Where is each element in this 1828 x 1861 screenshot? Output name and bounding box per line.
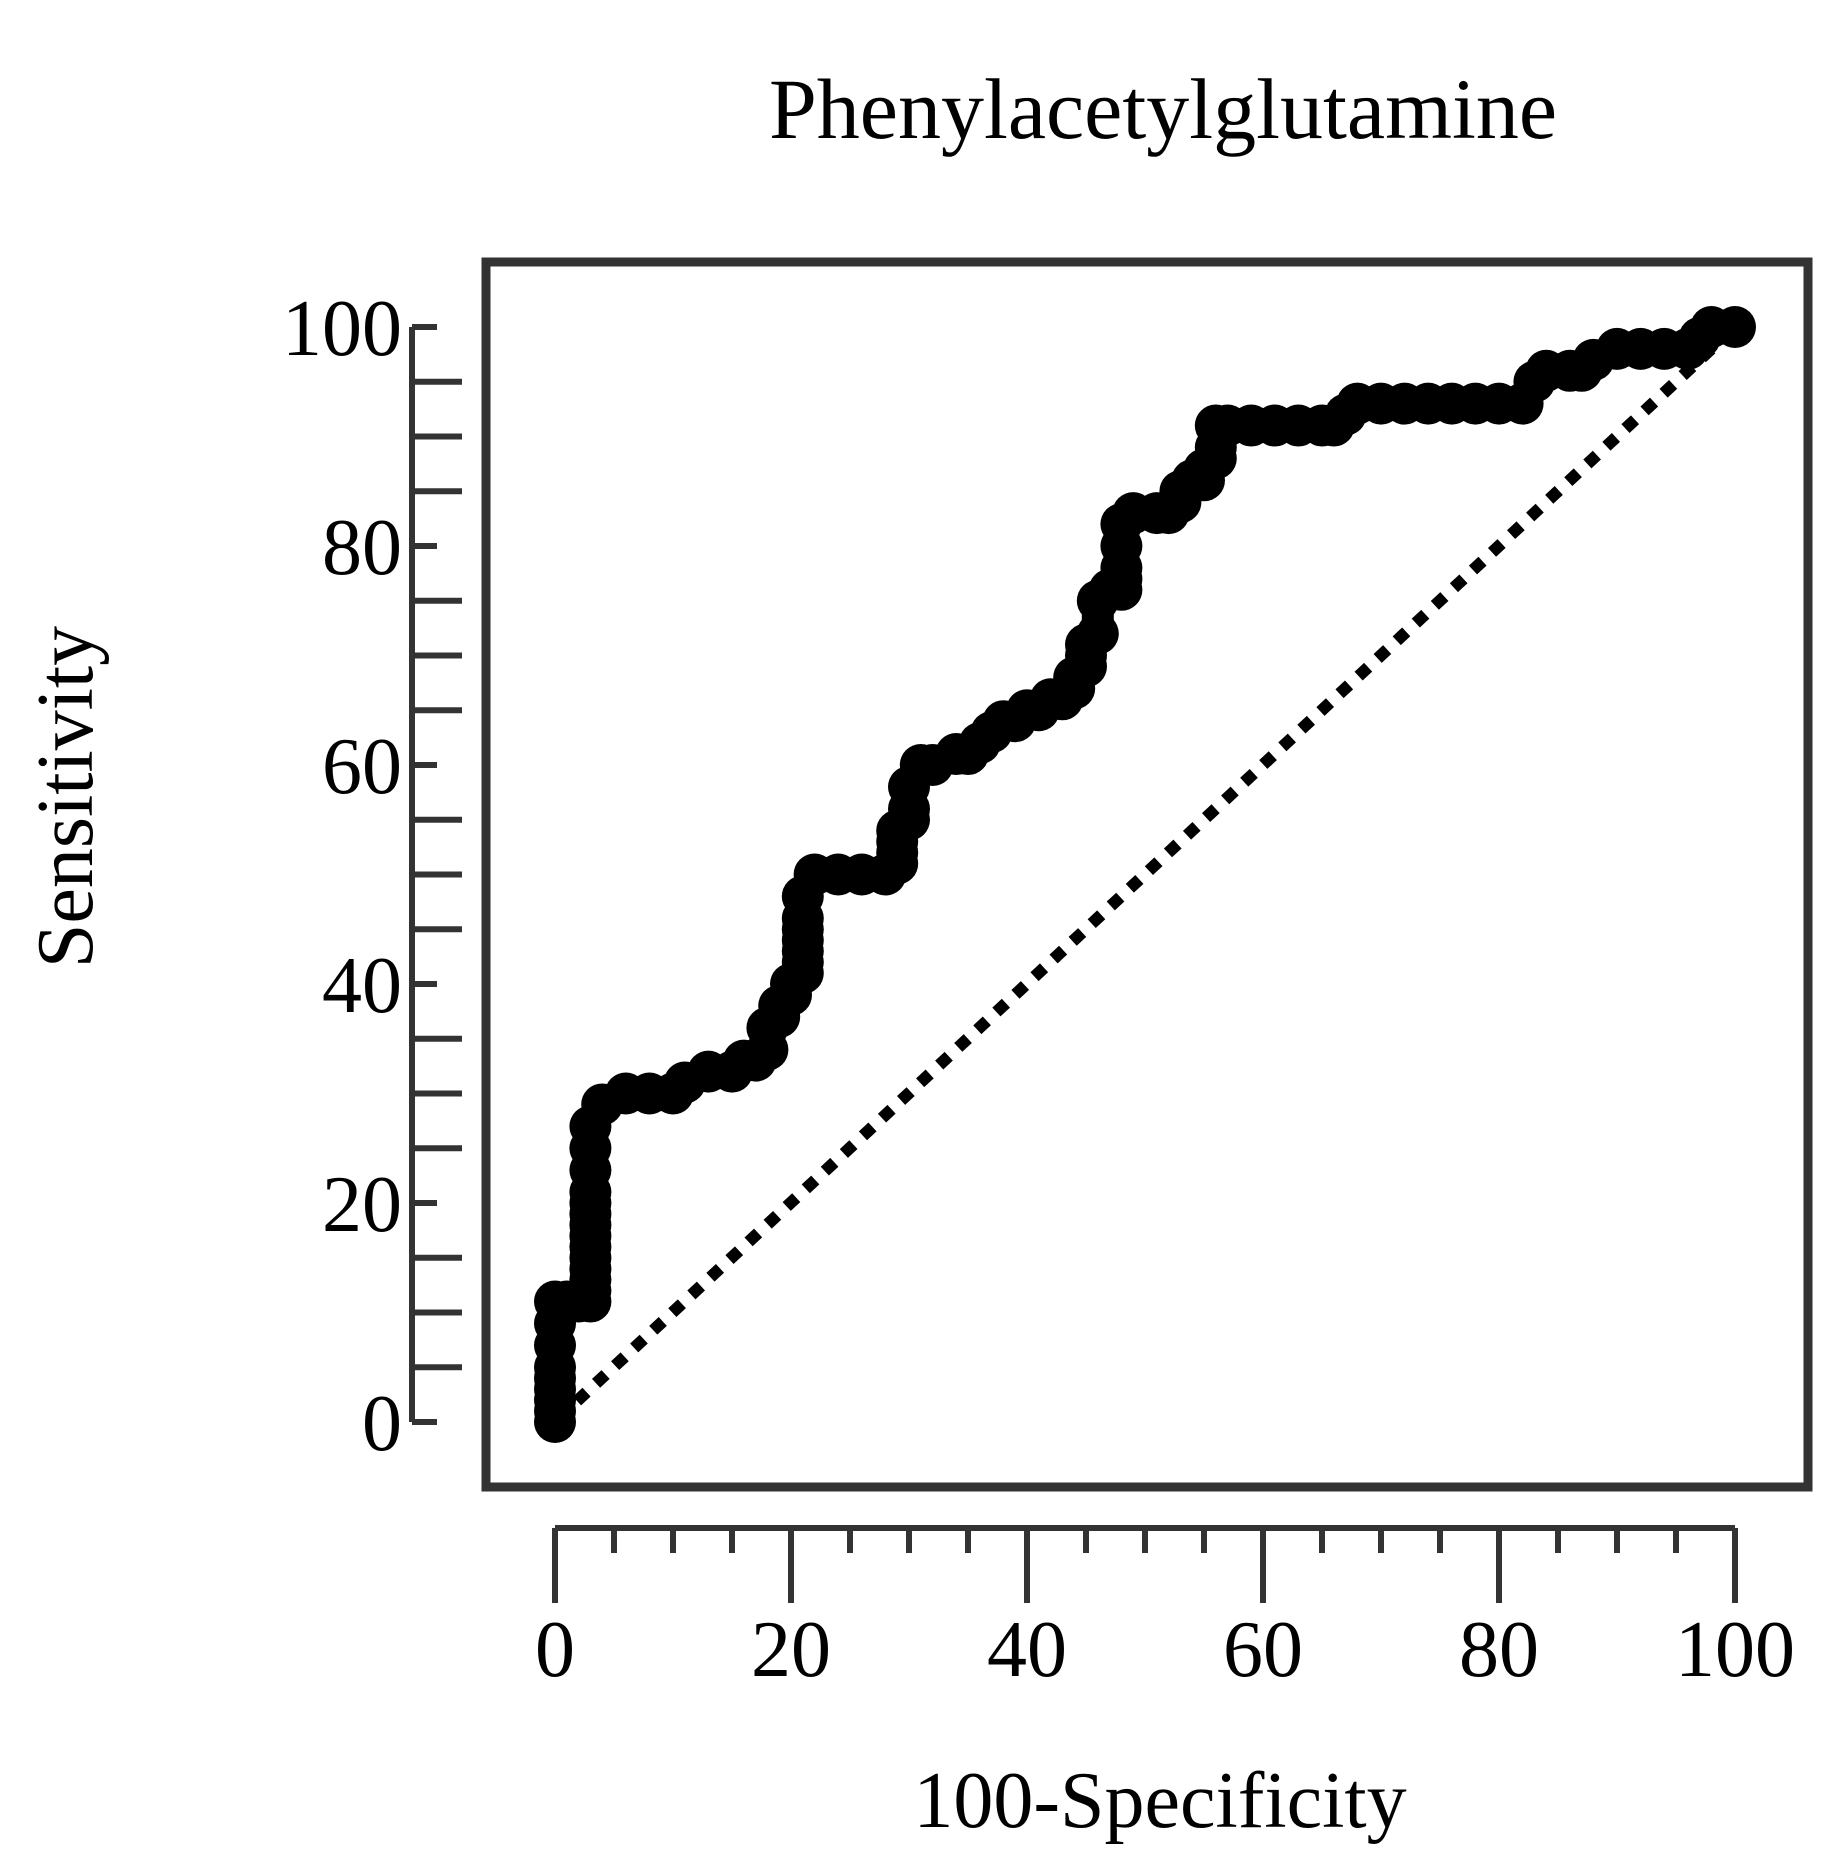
y-tick-label: 100 xyxy=(282,285,402,373)
y-axis: 0 20 40 60 80 100 xyxy=(282,285,462,1468)
y-tick-label: 40 xyxy=(322,942,402,1030)
y-tick-label: 60 xyxy=(322,723,402,811)
reference-diagonal-line xyxy=(572,322,1740,1406)
x-tick-label: 0 xyxy=(535,1606,575,1694)
y-tick-label: 20 xyxy=(322,1161,402,1249)
x-tick-label: 60 xyxy=(1223,1606,1303,1694)
chart-title: Phenylacetylglutamine xyxy=(769,61,1557,157)
x-tick-label: 80 xyxy=(1459,1606,1539,1694)
x-tick-label: 100 xyxy=(1675,1606,1795,1694)
x-tick-label: 20 xyxy=(751,1606,831,1694)
plot-frame xyxy=(481,257,1813,1492)
y-tick-label: 0 xyxy=(362,1380,402,1468)
y-tick-label: 80 xyxy=(322,504,402,592)
roc-point xyxy=(1714,306,1756,348)
y-axis-label: Sensitivity xyxy=(22,626,110,968)
series-layer xyxy=(534,306,1756,1443)
roc-point xyxy=(1076,612,1119,655)
x-tick-label: 40 xyxy=(987,1606,1067,1694)
x-axis: 0 20 40 60 80 100 xyxy=(535,1525,1795,1694)
x-axis-label: 100-Specificity xyxy=(913,1757,1406,1845)
